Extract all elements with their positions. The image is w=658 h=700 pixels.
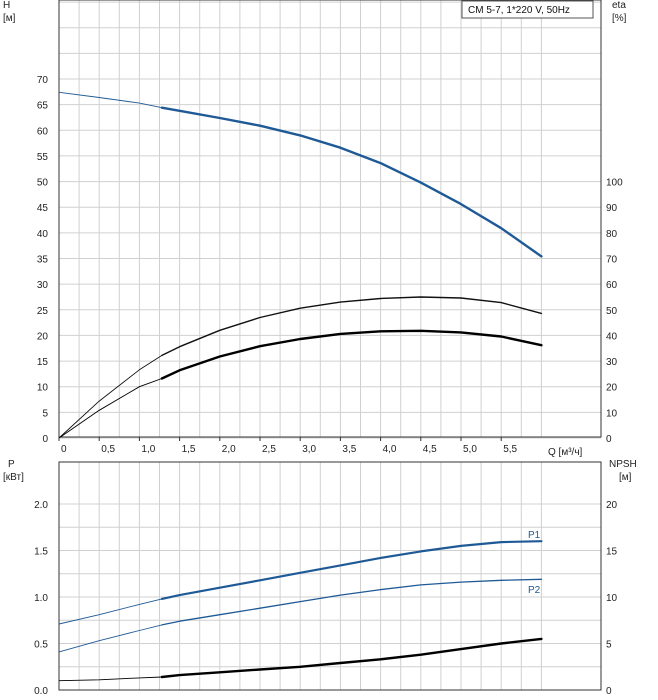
y-right-tick-label: 80	[606, 229, 618, 240]
p2-curve-thin-segment	[58, 624, 163, 653]
y-right-tick-label: 10	[606, 408, 618, 419]
y-left-tick-label: 50	[37, 178, 49, 189]
p1-curve-line	[160, 540, 543, 600]
p-tick-label: 0.0	[34, 686, 48, 697]
x-tick-label: 2,0	[222, 444, 236, 455]
y-right-tick-label: 70	[606, 255, 618, 266]
p1-label: P1	[528, 530, 541, 541]
bottom-plot-frame	[58, 461, 602, 691]
bottom-left-axis-name: P	[8, 459, 15, 470]
npsh-tick-label: 5	[606, 640, 612, 651]
p-tick-label: 0.5	[34, 640, 48, 651]
y-left-tick-label: 35	[37, 255, 49, 266]
top-series	[58, 91, 543, 439]
npsh-tick-label: 10	[606, 593, 618, 604]
npsh-tick-label: 15	[606, 547, 618, 558]
p-tick-label: 2.0	[34, 500, 48, 511]
x-tick-label: 5,0	[463, 444, 477, 455]
y-left-tick-label: 60	[37, 126, 49, 137]
top-grid	[58, 0, 602, 439]
p1-curve-thin-segment	[58, 598, 163, 625]
x-tick-label: 5,5	[503, 444, 517, 455]
x-tick-label: 1,0	[141, 444, 155, 455]
top-right-axis-unit: [%]	[612, 13, 627, 24]
y-right-tick-label: 40	[606, 331, 618, 342]
npsh-tick-label: 0	[606, 686, 612, 697]
efficiency-pump-curve-thin-segment	[58, 378, 163, 439]
y-left-tick-label: 40	[37, 229, 49, 240]
top-right-axis-name: eta	[612, 0, 626, 11]
x-tick-label: 1,5	[182, 444, 196, 455]
y-left-tick-label: 0	[42, 434, 48, 445]
x-tick-label: 0	[61, 444, 67, 455]
y-left-tick-label: 20	[37, 331, 49, 342]
y-right-tick-label: 100	[606, 178, 623, 189]
y-left-tick-label: 5	[42, 408, 48, 419]
y-right-tick-label: 20	[606, 383, 618, 394]
efficiency-total-curve-line	[161, 296, 543, 357]
npsh-curve-thin-segment	[58, 676, 162, 682]
x-tick-label: 4,0	[383, 444, 397, 455]
y-left-tick-label: 45	[37, 203, 49, 214]
top-left-axis-unit: [м]	[3, 13, 16, 24]
bottom-left-axis-unit: [кВт]	[3, 472, 24, 483]
y-left-tick-label: 55	[37, 152, 49, 163]
head-curve-thin-segment	[58, 91, 162, 109]
title-box	[461, 0, 594, 19]
y-left-tick-label: 65	[37, 101, 49, 112]
y-left-tick-label: 70	[37, 75, 49, 86]
top-plot-frame	[58, 0, 602, 438]
y-right-tick-label: 90	[606, 203, 618, 214]
bottom-grid	[58, 461, 602, 691]
x-tick-label: 2,5	[262, 444, 276, 455]
x-tick-label: 3,5	[342, 444, 356, 455]
y-right-tick-label: 30	[606, 357, 618, 368]
y-right-tick-label: 60	[606, 280, 618, 291]
npsh-curve-line	[160, 637, 543, 679]
p2-label: P2	[528, 585, 541, 596]
bottom-right-axis-unit: [м]	[619, 472, 632, 483]
head-curve-line	[160, 106, 543, 258]
npsh-tick-label: 20	[606, 500, 618, 511]
p2-curve-line	[161, 578, 543, 626]
x-tick-label: 3,0	[302, 444, 316, 455]
y-left-tick-label: 30	[37, 280, 49, 291]
x-tick-label: 0,5	[101, 444, 115, 455]
y-right-tick-label: 50	[606, 306, 618, 317]
tick-labels: 0 0,5 1,0 1,5 2,0 2,5 3,0 3,5 4,0 4,5 5,0 5,5 0 5 10 15…	[34, 75, 623, 697]
y-left-tick-label: 10	[37, 383, 49, 394]
efficiency-total-curve-thin-segment	[58, 355, 163, 439]
bottom-series	[58, 540, 543, 682]
x-tick-label: 4,5	[423, 444, 437, 455]
chart-title: CM 5-7, 1*220 V, 50Hz	[468, 5, 570, 16]
bottom-right-axis-name: NPSH	[609, 459, 637, 470]
efficiency-pump-curve-line	[160, 329, 543, 380]
p-tick-label: 1.0	[34, 593, 48, 604]
y-left-tick-label: 25	[37, 306, 49, 317]
y-right-tick-label: 0	[606, 434, 612, 445]
x-axis-title: Q [м³/ч]	[548, 447, 583, 458]
y-left-tick-label: 15	[37, 357, 49, 368]
top-left-axis-name: H	[3, 0, 10, 11]
p-tick-label: 1.5	[34, 547, 48, 558]
